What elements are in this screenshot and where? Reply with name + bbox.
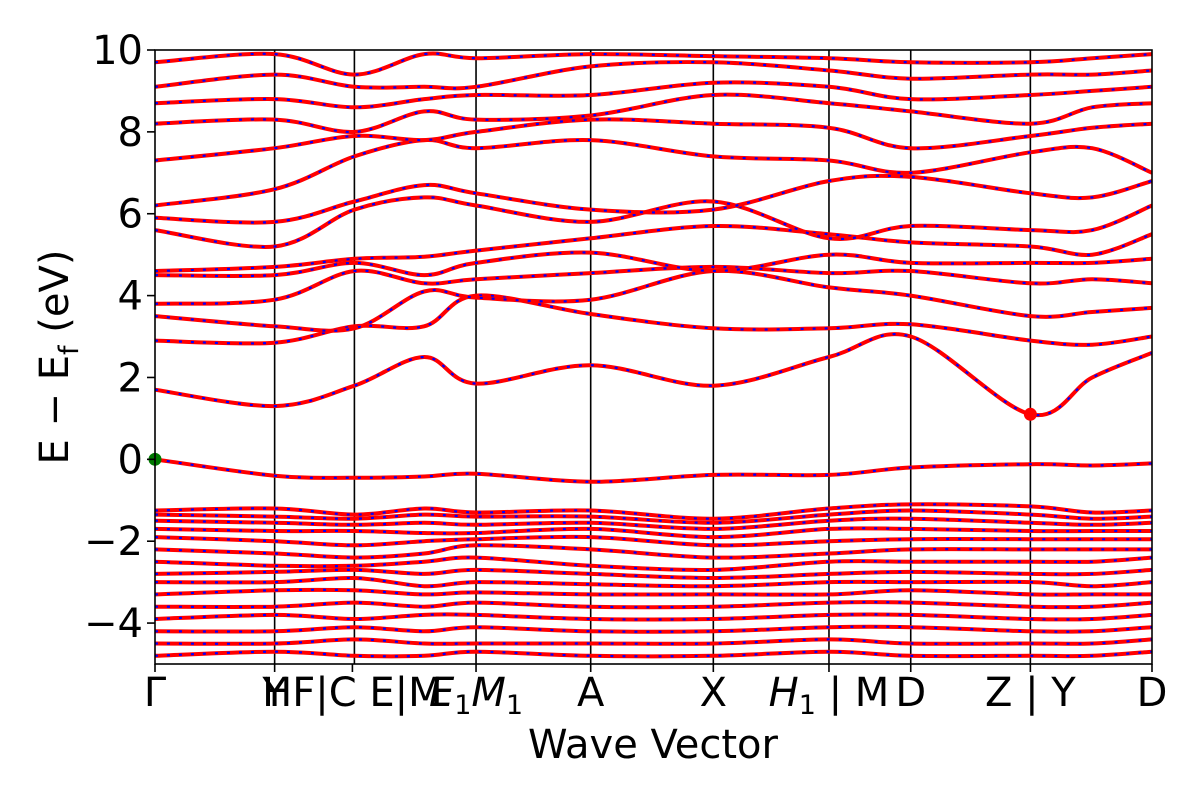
y-tick-label: −2 <box>84 519 143 565</box>
band-dash-9 <box>155 138 1152 207</box>
y-tick-label: 4 <box>118 274 143 320</box>
y-tick-label: 6 <box>118 192 143 238</box>
band-17 <box>155 516 1152 531</box>
band-20 <box>155 543 1152 560</box>
band-dash-6 <box>155 224 1152 273</box>
y-tick-label: 2 <box>118 355 143 401</box>
y-tick-label: −4 <box>84 601 143 647</box>
band-dash-2 <box>155 294 1152 346</box>
band-22 <box>155 567 1152 581</box>
y-tick-label: 0 <box>118 437 143 483</box>
band-26 <box>155 612 1152 622</box>
band-21 <box>155 555 1152 572</box>
band-5 <box>155 250 1152 279</box>
band-25 <box>155 600 1152 610</box>
bands <box>155 51 1152 659</box>
x-tick-label: X <box>700 670 727 716</box>
band-27 <box>155 624 1152 634</box>
band-24 <box>155 587 1152 597</box>
x-tick-label-sub: 1 <box>799 690 816 721</box>
band-28 <box>155 637 1152 646</box>
band-dash-1 <box>155 333 1152 417</box>
band-dash-3 <box>155 269 1152 332</box>
band-edge-markers <box>148 407 1037 466</box>
x-axis-label: Wave Vector <box>528 722 779 768</box>
band-0 <box>155 457 1152 484</box>
plot-frame <box>154 49 1153 665</box>
band-19 <box>155 534 1152 548</box>
x-tick-label: Γ <box>144 670 167 716</box>
x-tick-label-sub: 1 <box>506 690 523 721</box>
band-8 <box>155 173 1152 225</box>
x-tick-label: D <box>895 670 926 716</box>
x-tick-label-sub: 1 <box>454 690 471 721</box>
x-tick-label-main: H <box>769 670 799 716</box>
cbm-marker <box>1023 407 1037 421</box>
band-15 <box>155 502 1152 521</box>
x-tick-label: A <box>577 670 605 716</box>
x-tick-label: E1M1 <box>429 670 523 721</box>
band-18 <box>155 526 1152 540</box>
band-14 <box>155 51 1152 77</box>
band-23 <box>155 575 1152 589</box>
band-13 <box>155 60 1152 91</box>
x-tick-label-main: E <box>429 670 455 716</box>
x-tick-label: Z | Y <box>985 670 1076 716</box>
x-tick-label-suffix: | M <box>816 670 889 716</box>
x-tick-label: D <box>1137 670 1168 716</box>
y-axis-label-main: E − E <box>32 355 78 465</box>
y-tick-label: 10 <box>92 28 143 74</box>
y-axis-ticks: −4 −2 0 2 4 6 8 10 <box>84 28 155 647</box>
x-tick-label: H1 | M <box>769 670 890 721</box>
y-tick-label: 8 <box>118 110 143 156</box>
band-29 <box>155 649 1152 659</box>
band-16 <box>155 508 1152 525</box>
band-dash-4 <box>155 265 1152 305</box>
band-11 <box>155 92 1152 134</box>
y-axis-label-subscript: f <box>54 344 85 355</box>
x-tick-label: HF|C E|M <box>262 670 442 716</box>
x-tick-label-main: M <box>471 670 506 716</box>
y-axis-label: E − Ef (eV) <box>32 250 85 465</box>
band-dash-12 <box>155 81 1152 109</box>
band-dash-10 <box>155 118 1152 162</box>
y-axis-label-unit: (eV) <box>32 250 78 346</box>
x-tick-label: Y <box>261 670 287 716</box>
